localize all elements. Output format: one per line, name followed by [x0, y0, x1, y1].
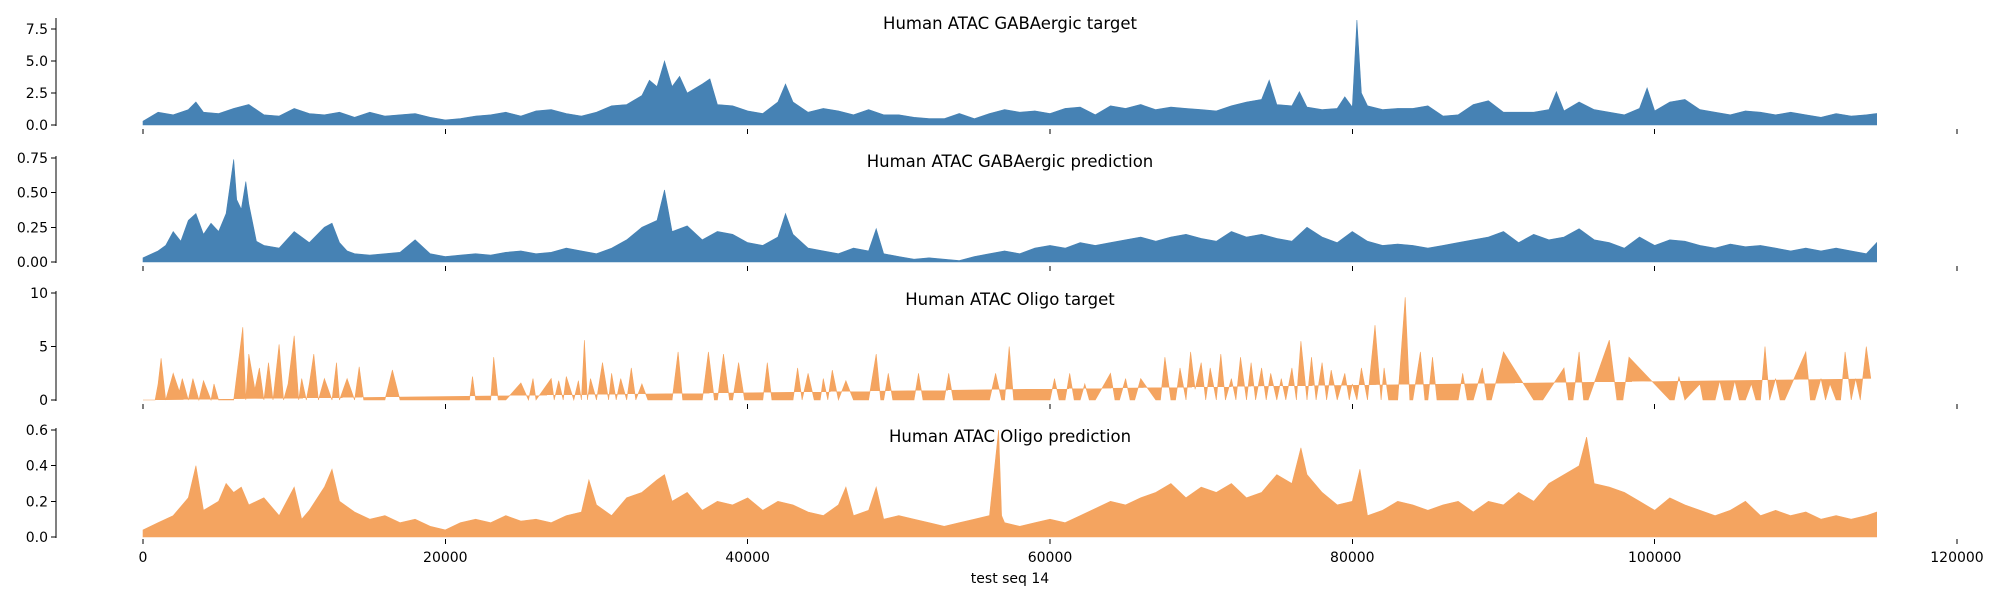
series-area-4 [142, 429, 1877, 538]
y-tick-label-4-2: 0.4 [26, 459, 48, 475]
y-tick-label-4-3: 0.6 [26, 423, 48, 439]
x-tick-label-6: 120000 [1930, 550, 1983, 566]
y-tick-label-3-2: 10 [30, 286, 48, 302]
panel-title-4: Human ATAC Oligo prediction [889, 427, 1131, 446]
series-area-3 [143, 297, 1872, 402]
y-tick-label-3-1: 5 [39, 340, 48, 356]
series-area-1 [142, 19, 1877, 126]
y-tick-label-4-0: 0.0 [26, 530, 48, 546]
x-axis-tick-labels: 0 20000 40000 60000 80000 100000 120000 [139, 550, 1984, 566]
y-tick-label-2-0: 0.00 [17, 255, 48, 271]
y-tick-label-2-2: 0.50 [17, 186, 48, 202]
panels: 0.02.55.07.5 Human ATAC GABAergic target0… [17, 14, 1984, 566]
y-tick-label-2-1: 0.25 [17, 220, 48, 236]
x-tick-label-5: 100000 [1628, 550, 1681, 566]
x-tick-label-4: 80000 [1330, 550, 1375, 566]
panel-1: 0.0 2.5 5.0 7.5 Human ATAC GABAergic target [26, 14, 1958, 134]
series-area-2 [142, 159, 1877, 263]
x-tick-label-3: 60000 [1028, 550, 1073, 566]
y-tick-label-1-3: 7.5 [26, 22, 48, 38]
panel-4: 0.0 0.2 0.4 0.6 Human ATAC Oligo prediction [26, 423, 1958, 546]
panel-title-3: Human ATAC Oligo target [905, 290, 1115, 309]
y-tick-label-1-2: 5.0 [26, 54, 48, 70]
panel-title-2: Human ATAC GABAergic prediction [867, 152, 1154, 171]
y-tick-label-2-3: 0.75 [17, 151, 48, 167]
y-tick-label-4-1: 0.2 [26, 494, 48, 510]
x-axis-label: test seq 14 [971, 571, 1049, 587]
panel-title-1: Human ATAC GABAergic target [883, 14, 1137, 33]
y-tick-label-3-0: 0 [39, 393, 48, 409]
x-tick-label-2: 40000 [725, 550, 770, 566]
x-tick-label-0: 0 [139, 550, 148, 566]
panel-2: 0.00 0.25 0.50 0.75 Human ATAC GABAergic pre… [17, 151, 1958, 271]
x-tick-label-1: 20000 [423, 550, 468, 566]
panel-3: 0 5 10 Human ATAC Oligo target [30, 286, 1958, 409]
y-tick-label-1-1: 2.5 [26, 86, 48, 102]
y-tick-label-1-0: 0.0 [26, 118, 48, 134]
